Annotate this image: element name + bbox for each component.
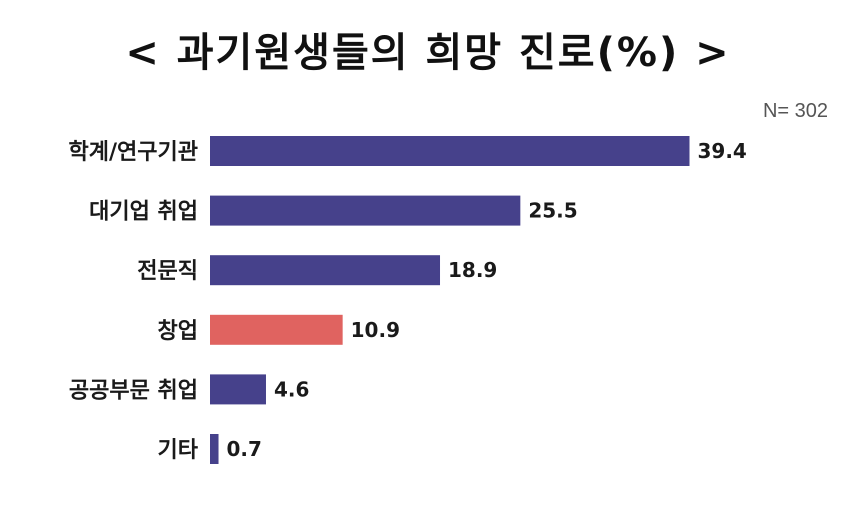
category-label: 기타 [158,438,199,463]
value-label: 39.4 [697,139,746,163]
category-label: 학계/연구기관 [69,140,198,165]
value-label: 25.5 [528,199,577,223]
bar [210,314,343,345]
value-label: 0.7 [227,437,262,461]
category-label: 전문직 [137,259,198,284]
bar [210,195,521,226]
sample-size-note: N= 302 [762,100,828,122]
value-label: 4.6 [274,377,309,401]
bar [210,434,219,464]
value-label: 18.9 [448,258,497,282]
category-label: 대기업 취업 [89,200,198,225]
value-label: 10.9 [351,318,400,342]
bar [210,374,266,405]
bar [210,136,690,166]
category-label: 창업 [158,319,198,344]
category-label: 공공부문 취업 [69,378,198,403]
bar [210,255,441,286]
chart-title: < 과기원생들의 희망 진로(%) > [125,30,731,76]
